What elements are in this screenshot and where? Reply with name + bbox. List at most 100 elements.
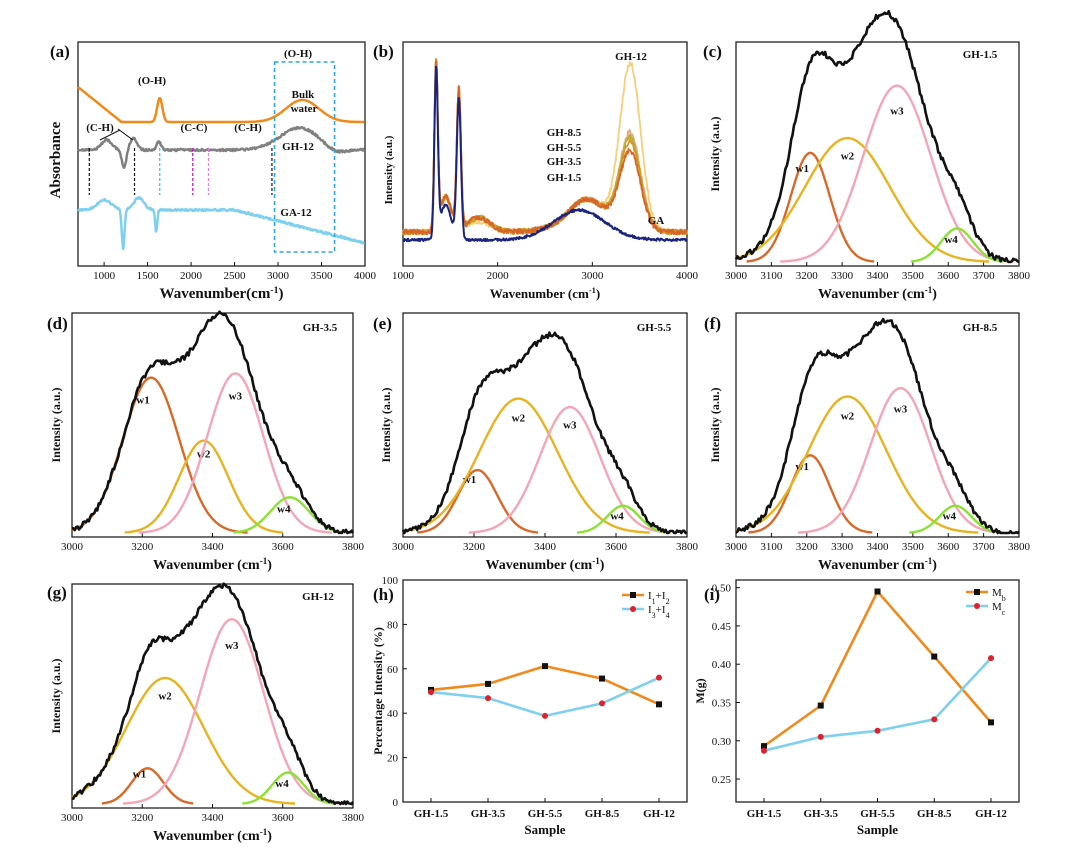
panel-e: (e) 3000 3200 3400 3600 3800 Wavenumber (cm-1)… (373, 312, 699, 573)
x-tick-label: 2500 (224, 270, 247, 282)
panel-f: (f) 3000 3100 3200 3300 3400 3500 3600 3700 3800 W… (704, 312, 1031, 573)
x-tick-label: GH-5.5 (860, 808, 895, 820)
y-tick-label: 0.45 (712, 621, 732, 633)
label-ga-12: GA-12 (280, 207, 312, 219)
y-tick-label: 40 (387, 708, 399, 720)
data-point-square (485, 680, 491, 687)
peak-label-w3: w3 (225, 640, 239, 652)
y-tick-label: 20 (387, 753, 399, 765)
x-tick-label: 1000 (93, 270, 116, 282)
y-tick-label: 0.30 (712, 736, 732, 748)
peak-w1 (101, 767, 194, 805)
x-tick-label: 3000 (725, 541, 748, 553)
peak-label-w1: w1 (136, 394, 149, 406)
annotation-oh: (O-H) (138, 75, 166, 87)
envelope-curve (734, 9, 1020, 264)
peak-w4 (576, 504, 670, 534)
plot-frame (71, 312, 354, 538)
series-label-ga: GA (648, 215, 665, 227)
x-axis-label: Sample (524, 822, 565, 837)
series-label-gh-12: GH-12 (615, 51, 647, 63)
panel-title: GH-3.5 (303, 322, 338, 334)
y-tick-label: 0.50 (712, 583, 732, 595)
series-label-gh-5-5: GH-5.5 (547, 142, 582, 154)
y-tick-label: 60 (387, 664, 399, 676)
x-tick-label: 1500 (137, 270, 160, 282)
x-tick-label: 3400 (867, 270, 890, 282)
x-tick-label: 3800 (342, 541, 365, 553)
peak-label-w2: w2 (158, 691, 172, 703)
peak-label-w2: w2 (512, 412, 526, 424)
y-tick-label: 100 (382, 575, 399, 587)
series-label-gh-3-5: GH-3.5 (547, 156, 582, 168)
x-tick-label: 3000 (267, 270, 290, 282)
peak-w1 (748, 454, 873, 534)
x-tick-label: 3100 (760, 541, 783, 553)
panel-label: (d) (47, 314, 68, 333)
data-point-circle (931, 716, 938, 723)
x-tick-label: 3600 (272, 812, 295, 824)
envelope-curve (401, 331, 687, 535)
y-axis-label: Intensity (a.u.) (49, 658, 63, 733)
annotation-oh-2: (O-H) (284, 48, 312, 60)
x-tick-label: 3800 (1008, 541, 1031, 553)
peak-label-w3: w3 (229, 391, 243, 403)
x-tick-label: 3200 (796, 270, 819, 282)
peak-w3 (122, 618, 341, 805)
legend-marker (630, 592, 636, 598)
peak-w2 (735, 395, 979, 534)
arrow-line (99, 129, 121, 141)
peak-label-w1: w1 (796, 163, 809, 175)
data-point-circle (656, 674, 662, 681)
plot-frame (402, 579, 688, 803)
panel-i: (i) 0.25 0.30 0.35 0.40 0.45 0.50 GH-1.5 GH-3.5 G… (693, 579, 1020, 837)
data-point-square (599, 675, 605, 682)
x-tick-label: 3800 (676, 541, 699, 553)
x-tick-label: 3600 (937, 541, 960, 553)
peak-label-w1: w1 (133, 768, 146, 780)
x-tick-label: 3700 (973, 541, 996, 553)
x-tick-label: 3300 (831, 541, 854, 553)
panel-title: GH-1.5 (963, 49, 998, 61)
data-point-square (761, 743, 767, 750)
series-line-1 (430, 664, 660, 706)
peak-label-w4: w4 (275, 778, 289, 790)
series-gh-3-5 (402, 58, 688, 236)
x-axis-label: Wavenumber (cm-1) (490, 285, 600, 301)
peak-label-w3: w3 (890, 105, 904, 117)
x-tick-label: 3500 (902, 541, 925, 553)
peak-w4 (242, 771, 334, 805)
panel-label: (f) (704, 314, 721, 333)
panel-label: (e) (373, 314, 392, 333)
envelope-curve (71, 582, 355, 806)
series-line-2 (763, 657, 992, 752)
y-axis-label: Intensity (a.u.) (49, 387, 63, 462)
x-tick-label: 3000 (61, 541, 84, 553)
x-axis-label: Wavenumber (cm-1) (818, 556, 937, 573)
x-tick-label: 3000 (581, 270, 604, 282)
peak-w3 (797, 386, 1004, 534)
panel-d: (d) 3000 3200 3400 3600 3800 Wavenumber (cm-1)… (47, 310, 365, 573)
data-point-square (656, 701, 662, 708)
panel-c: (c) 3000 3100 3200 3300 3400 3500 3600 3700 3800 W… (703, 9, 1031, 302)
x-tick-label: 3800 (342, 812, 365, 824)
y-axis-label: Intensity (a.u.) (708, 116, 722, 191)
x-tick-label: 3400 (534, 541, 557, 553)
x-tick-label: 2000 (180, 270, 203, 282)
panel-label: (a) (50, 42, 70, 61)
panel-h: (h) 0 20 40 60 80 100 GH-1.5 GH-3.5 GH-5.5 GH-8.5 G… (371, 575, 688, 837)
x-tick-label: GH-8.5 (585, 808, 620, 820)
panel-label: (i) (704, 585, 720, 604)
data-point-square (874, 588, 881, 595)
x-tick-label: 3200 (463, 541, 486, 553)
peak-w2 (71, 676, 296, 805)
x-tick-label: 3400 (867, 541, 890, 553)
x-tick-label: 3000 (725, 270, 748, 282)
peak-label-w4: w4 (277, 503, 291, 515)
legend-marker (974, 603, 980, 609)
data-point-square (817, 702, 824, 709)
x-tick-label: 2000 (487, 270, 510, 282)
annotation-ch-2: (C-H) (234, 122, 262, 134)
x-tick-label: 3600 (937, 270, 960, 282)
